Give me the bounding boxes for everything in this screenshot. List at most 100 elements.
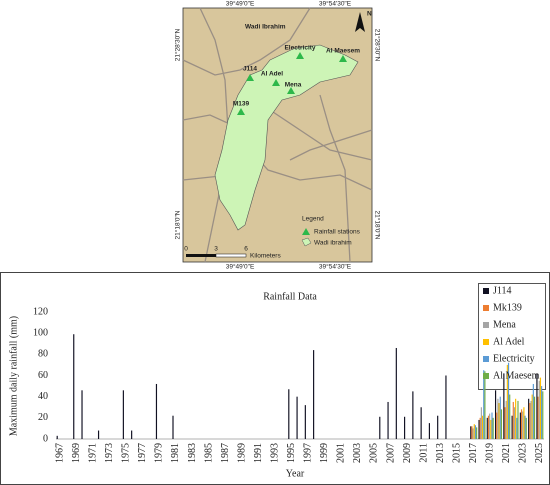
lat-label: 21°18'0"N bbox=[174, 210, 182, 239]
bar bbox=[81, 390, 83, 439]
x-tick-label: 2019 bbox=[485, 443, 496, 463]
bar bbox=[483, 370, 485, 439]
bar bbox=[517, 400, 519, 439]
bar bbox=[537, 396, 539, 439]
bar bbox=[539, 377, 542, 439]
bar bbox=[73, 334, 75, 439]
map-legend-item: Rainfall stations bbox=[314, 229, 361, 236]
bar bbox=[516, 417, 518, 439]
legend-label: Mk139 bbox=[493, 302, 522, 313]
watershed bbox=[214, 44, 359, 231]
x-tick-label: 1975 bbox=[121, 443, 132, 463]
station-label: Electricity bbox=[284, 45, 315, 52]
bar bbox=[304, 405, 306, 439]
bar bbox=[487, 415, 490, 439]
scale-tick: 3 bbox=[214, 246, 218, 253]
legend-label: Electricity bbox=[493, 353, 535, 364]
bar bbox=[122, 390, 124, 439]
bar bbox=[473, 424, 475, 439]
x-tick-label: 2021 bbox=[501, 443, 512, 463]
bar bbox=[541, 386, 543, 439]
x-tick-label: 1985 bbox=[203, 443, 214, 463]
y-axis-label: Maximum daily rainfall (mm) bbox=[8, 316, 19, 436]
bar bbox=[506, 364, 508, 439]
legend-box bbox=[478, 283, 546, 390]
bar bbox=[445, 375, 447, 439]
bar bbox=[520, 409, 523, 439]
legend-symbol bbox=[302, 228, 310, 235]
bar bbox=[507, 362, 510, 439]
bar bbox=[531, 394, 533, 439]
y-tick-label: 100 bbox=[33, 327, 48, 338]
bar bbox=[474, 425, 477, 439]
bar bbox=[511, 415, 513, 439]
station-markers bbox=[237, 52, 347, 115]
bar bbox=[500, 409, 503, 439]
station-label: M139 bbox=[233, 101, 250, 108]
x-tick-label: 1987 bbox=[220, 443, 231, 463]
bar bbox=[513, 407, 516, 439]
legend-swatch bbox=[483, 356, 489, 362]
legend-label: Al Adel bbox=[493, 336, 525, 347]
bar bbox=[525, 417, 527, 439]
bar bbox=[481, 415, 484, 439]
bar bbox=[412, 391, 414, 439]
y-tick-label: 80 bbox=[38, 349, 48, 360]
bar bbox=[503, 373, 505, 439]
station-label: Al Maesem bbox=[326, 48, 360, 55]
bar bbox=[56, 435, 58, 439]
bar bbox=[528, 398, 530, 439]
station-label: J114 bbox=[243, 66, 257, 73]
x-tick-label: 1993 bbox=[269, 443, 280, 463]
x-tick-label: 1989 bbox=[236, 443, 247, 463]
bar bbox=[489, 413, 491, 439]
scale-unit: Kilometers bbox=[250, 253, 281, 260]
scale-bar bbox=[215, 253, 247, 258]
x-axis-label: Year bbox=[286, 468, 305, 479]
y-tick-label: 0 bbox=[43, 433, 48, 444]
x-tick-label: 2007 bbox=[385, 443, 396, 463]
x-tick-label: 2003 bbox=[352, 443, 363, 463]
bar bbox=[97, 430, 100, 439]
chart-title: Rainfall Data bbox=[263, 291, 317, 302]
lon-label: 39°54'30"E bbox=[319, 0, 352, 8]
bar bbox=[478, 419, 480, 439]
bar bbox=[492, 417, 494, 439]
x-tick-label: 2011 bbox=[418, 443, 429, 463]
y-tick-label: 60 bbox=[38, 370, 48, 381]
lon-label: 39°54'30"E bbox=[319, 263, 352, 271]
bar bbox=[404, 416, 406, 439]
x-tick-label: 2001 bbox=[336, 443, 347, 463]
bar bbox=[498, 403, 500, 439]
bar bbox=[519, 412, 521, 439]
bar bbox=[522, 411, 524, 439]
x-tick-label: 1973 bbox=[104, 443, 115, 463]
map-frame bbox=[182, 7, 373, 263]
bar bbox=[288, 389, 290, 439]
bar bbox=[524, 415, 526, 439]
x-tick-label: 1991 bbox=[253, 443, 264, 463]
bar bbox=[509, 394, 511, 439]
bar bbox=[491, 412, 493, 439]
bar bbox=[497, 398, 499, 439]
bar bbox=[313, 350, 315, 439]
bar bbox=[480, 407, 482, 439]
bar bbox=[379, 416, 381, 439]
bar bbox=[512, 401, 514, 439]
legend-label: Al Maesem bbox=[493, 370, 540, 381]
north-arrow bbox=[355, 12, 365, 32]
bar bbox=[155, 383, 158, 439]
station-label: Mena bbox=[285, 82, 302, 89]
x-tick-label: 1981 bbox=[170, 443, 181, 463]
legend-label: Mena bbox=[493, 319, 516, 330]
y-tick-label: 120 bbox=[33, 306, 48, 317]
x-tick-label: 1971 bbox=[88, 443, 99, 463]
bar bbox=[496, 412, 498, 439]
bar bbox=[542, 391, 544, 439]
scale-bar bbox=[186, 254, 216, 257]
bar bbox=[494, 390, 497, 439]
bar bbox=[532, 383, 534, 439]
x-tick-label: 1979 bbox=[154, 443, 165, 463]
